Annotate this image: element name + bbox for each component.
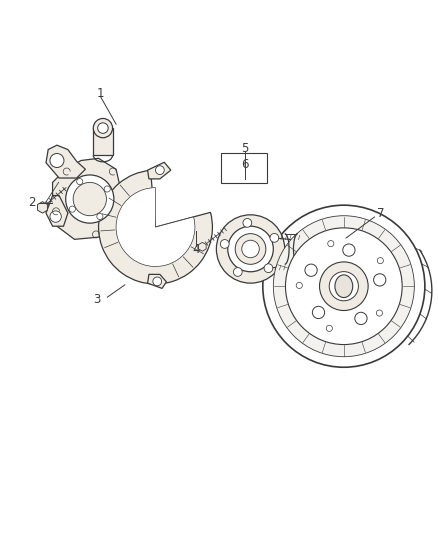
Circle shape [235, 233, 266, 264]
Text: 7: 7 [377, 207, 385, 221]
Circle shape [326, 325, 332, 332]
Circle shape [233, 268, 242, 276]
Wedge shape [116, 188, 195, 266]
Polygon shape [118, 200, 129, 215]
Polygon shape [38, 201, 47, 213]
Circle shape [305, 264, 317, 276]
Circle shape [286, 228, 402, 344]
Polygon shape [148, 162, 171, 179]
Circle shape [328, 240, 334, 247]
Circle shape [263, 205, 425, 367]
Circle shape [296, 282, 302, 288]
Circle shape [73, 182, 106, 216]
Circle shape [50, 154, 64, 167]
Circle shape [98, 123, 108, 133]
Text: 6: 6 [241, 158, 249, 171]
Polygon shape [46, 145, 85, 178]
Circle shape [104, 186, 110, 192]
Circle shape [329, 272, 358, 301]
Circle shape [243, 219, 252, 227]
Circle shape [220, 240, 229, 248]
Circle shape [242, 240, 259, 258]
Text: 1: 1 [97, 87, 105, 100]
Circle shape [77, 179, 83, 184]
Circle shape [228, 226, 273, 272]
Circle shape [97, 213, 103, 220]
Circle shape [343, 244, 355, 256]
Text: 4: 4 [192, 244, 200, 256]
Circle shape [50, 211, 61, 222]
Circle shape [66, 175, 114, 223]
Circle shape [93, 118, 113, 138]
Circle shape [312, 306, 325, 319]
Circle shape [320, 262, 368, 311]
Circle shape [264, 264, 273, 272]
Polygon shape [53, 158, 123, 239]
Polygon shape [148, 274, 166, 288]
Circle shape [69, 206, 75, 212]
Polygon shape [93, 128, 113, 155]
Circle shape [355, 312, 367, 325]
Circle shape [270, 233, 279, 243]
Circle shape [273, 216, 414, 357]
Text: 3: 3 [93, 293, 100, 306]
Circle shape [376, 310, 382, 316]
Circle shape [153, 277, 162, 286]
Polygon shape [221, 152, 267, 183]
Circle shape [216, 215, 285, 283]
Ellipse shape [335, 275, 353, 297]
Circle shape [374, 274, 386, 286]
Wedge shape [99, 171, 212, 284]
Text: 2: 2 [28, 197, 35, 209]
Circle shape [155, 166, 164, 174]
Polygon shape [46, 196, 68, 226]
Polygon shape [198, 243, 206, 251]
Circle shape [377, 257, 383, 264]
Text: 5: 5 [242, 142, 249, 155]
